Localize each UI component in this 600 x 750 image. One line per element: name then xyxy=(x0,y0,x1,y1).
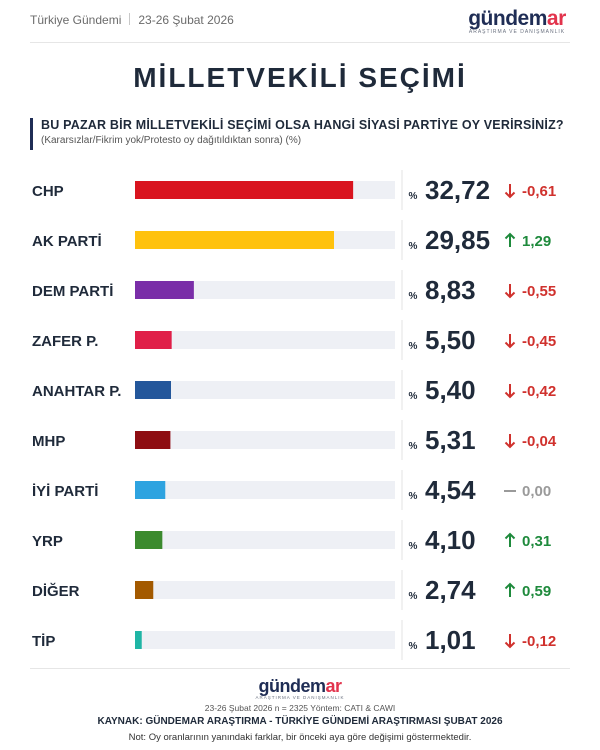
bar-chart: CHP% 32,72 -0,61 AK PARTİ% 29,85 1,29 DEM PART… xyxy=(32,170,557,660)
footer-logo-accent-text: ar xyxy=(325,676,342,696)
footer-logo-subtitle: ARAŞTIRMA VE DANIŞMANLIK xyxy=(255,695,345,700)
value-label: 5,50 xyxy=(425,325,476,355)
value-label: 2,74 xyxy=(425,575,476,605)
header-divider xyxy=(30,42,570,43)
party-label: YRP xyxy=(32,533,63,550)
value-label: 32,72 xyxy=(425,175,490,205)
bar xyxy=(135,181,354,199)
bar-track xyxy=(135,381,395,399)
arrow-up-icon xyxy=(504,582,516,597)
value-prefix: % xyxy=(409,641,418,652)
arrow-down-icon xyxy=(504,634,516,649)
arrow-down-icon xyxy=(504,384,516,399)
party-label: ANAHTAR P. xyxy=(32,383,121,400)
value-label: 4,54 xyxy=(425,475,476,505)
change-label: -0,45 xyxy=(522,333,556,350)
bar xyxy=(135,381,171,399)
value-label: 4,10 xyxy=(425,525,476,555)
header-info: Türkiye Gündemi 23-26 Şubat 2026 xyxy=(30,13,234,27)
change-label: 0,31 xyxy=(522,533,551,550)
survey-date: 23-26 Şubat 2026 xyxy=(138,13,234,27)
value-prefix: % xyxy=(409,491,418,502)
change-label: 0,00 xyxy=(522,483,551,500)
source-line: KAYNAK: GÜNDEMAR ARAŞTIRMA - TÜRKİYE GÜN… xyxy=(97,716,503,727)
bar xyxy=(135,531,163,549)
bar-track xyxy=(135,581,395,599)
bar xyxy=(135,631,142,649)
value-prefix: % xyxy=(409,341,418,352)
change-label: -0,61 xyxy=(522,183,556,200)
footer-logo-main-text: gündem xyxy=(258,676,326,696)
value-prefix: % xyxy=(409,591,418,602)
value-prefix: % xyxy=(409,191,418,202)
bar xyxy=(135,331,172,349)
party-label: İYİ PARTİ xyxy=(32,483,98,500)
change-label: -0,42 xyxy=(522,383,556,400)
value-label: 29,85 xyxy=(425,225,490,255)
value-label: 8,83 xyxy=(425,275,476,305)
value-prefix: % xyxy=(409,541,418,552)
party-label: DEM PARTİ xyxy=(32,283,113,300)
change-label: -0,12 xyxy=(522,633,556,650)
arrow-down-icon xyxy=(504,334,516,349)
bar-track xyxy=(135,331,395,349)
logo-main-text: gündem xyxy=(468,7,547,30)
note-line: Not: Oy oranlarının yanındaki farklar, b… xyxy=(128,732,472,743)
logo-accent-text: ar xyxy=(546,7,566,30)
value-prefix: % xyxy=(409,441,418,452)
top-bar: Türkiye Gündemi 23-26 Şubat 2026 gündemar… xyxy=(0,0,600,42)
party-label: ZAFER P. xyxy=(32,333,98,350)
arrow-down-icon xyxy=(504,434,516,449)
value-label: 1,01 xyxy=(425,625,476,655)
change-label: -0,04 xyxy=(522,433,557,450)
logo-subtitle: ARAŞTIRMA VE DANIŞMANLIK xyxy=(468,29,566,35)
value-label: 5,40 xyxy=(425,375,476,405)
bar xyxy=(135,581,154,599)
party-label: AK PARTİ xyxy=(32,233,102,250)
arrow-down-icon xyxy=(504,284,516,299)
party-label: DİĞER xyxy=(32,582,80,600)
bar xyxy=(135,281,194,299)
arrow-up-icon xyxy=(504,532,516,547)
footer-divider xyxy=(30,668,570,669)
bar-track xyxy=(135,281,395,299)
bar xyxy=(135,231,334,249)
change-label: 1,29 xyxy=(522,233,551,250)
value-prefix: % xyxy=(409,241,418,252)
bar xyxy=(135,481,166,499)
survey-meta: 23-26 Şubat 2026 n = 2325 Yöntem: CATI &… xyxy=(204,703,396,713)
bar-track xyxy=(135,531,395,549)
value-prefix: % xyxy=(409,391,418,402)
value-prefix: % xyxy=(409,291,418,302)
change-label: -0,55 xyxy=(522,283,556,300)
survey-question-note: (Kararsızlar/Fikrim yok/Protesto oy dağı… xyxy=(41,135,302,146)
bar-track xyxy=(135,481,395,499)
change-label: 0,59 xyxy=(522,583,551,600)
arrow-up-icon xyxy=(504,232,516,247)
survey-question: BU PAZAR BİR MİLLETVEKİLİ SEÇİMİ OLSA HA… xyxy=(41,118,564,132)
page-title: MİLLETVEKİLİ SEÇİMİ xyxy=(133,62,467,93)
bar-track xyxy=(135,431,395,449)
gundemar-logo-footer: gündemar ARAŞTIRMA VE DANIŞMANLIK xyxy=(245,677,355,701)
party-label: MHP xyxy=(32,433,65,450)
brand-name: Türkiye Gündemi xyxy=(30,13,122,27)
value-label: 5,31 xyxy=(425,425,476,455)
header-separator xyxy=(129,13,131,25)
party-label: CHP xyxy=(32,183,64,200)
bar-track xyxy=(135,631,395,649)
party-label: TİP xyxy=(32,633,55,650)
arrow-down-icon xyxy=(504,184,516,199)
question-block: BU PAZAR BİR MİLLETVEKİLİ SEÇİMİ OLSA HA… xyxy=(30,118,564,150)
gundemar-logo: gündemar ARAŞTIRMA VE DANIŞMANLIK xyxy=(462,8,572,35)
bar xyxy=(135,431,171,449)
